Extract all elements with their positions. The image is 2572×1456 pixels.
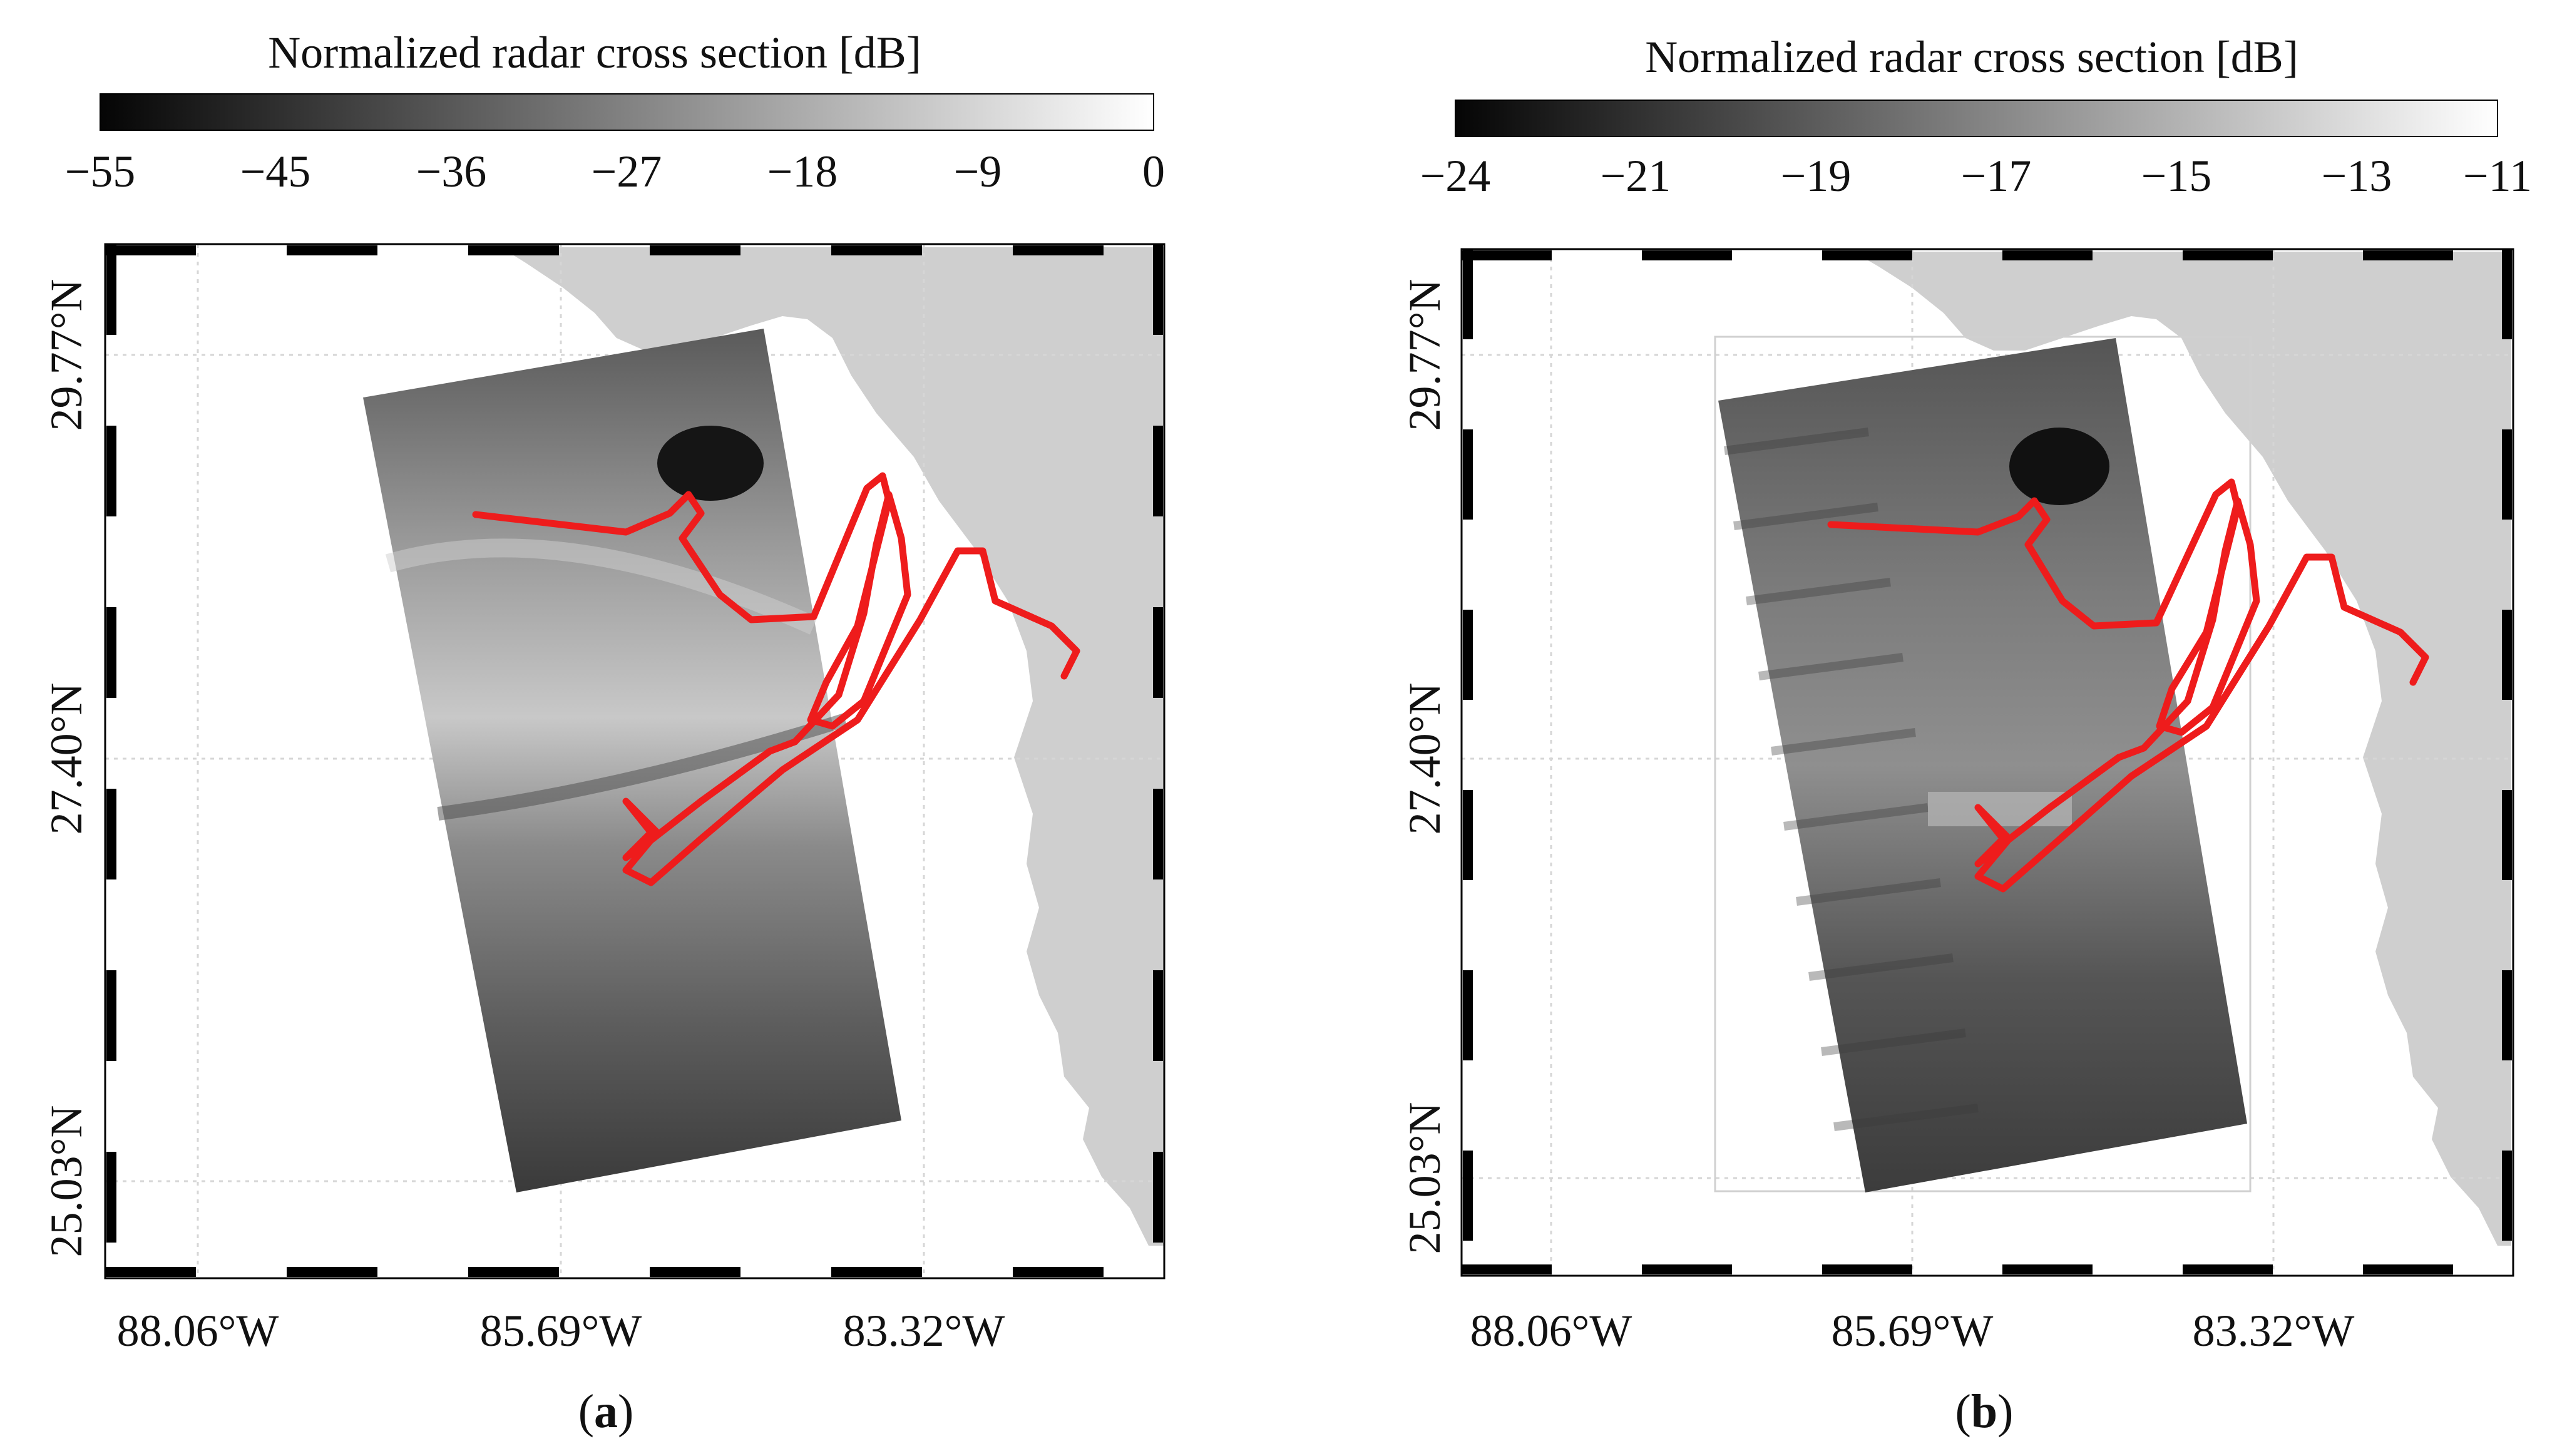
lat-label: 27.40°N (41, 683, 91, 835)
lat-label: 25.03°N (1400, 1102, 1450, 1254)
colorbar-tick: −27 (592, 146, 662, 197)
lon-label: 85.69°W (480, 1306, 642, 1356)
swath-outline (1714, 336, 2252, 1192)
map-frame (104, 243, 1166, 1279)
map-frame (1460, 248, 2514, 1277)
map-b: 29.77°N 27.40°N 25.03°N 88.06°W 85.69°W … (1400, 248, 2514, 1356)
lon-label: 83.32°W (843, 1306, 1005, 1356)
glider-track (1827, 478, 2429, 893)
colorbar-tick: −55 (65, 146, 136, 197)
colorbar-title: Normalized radar cross section [dB] (268, 28, 921, 78)
lon-label: 83.32°W (2193, 1306, 2355, 1356)
sar-swath (363, 329, 901, 1192)
sar-swath (1718, 338, 2247, 1192)
colorbar-b: Normalized radar cross section [dB] −24 … (1420, 32, 2532, 201)
colorbar-tick: −13 (2322, 151, 2392, 201)
glider-track (472, 472, 1080, 886)
lon-label: 88.06°W (117, 1306, 279, 1356)
colorbar-tick: −18 (767, 146, 838, 197)
colorbar-tick: −15 (2141, 151, 2212, 201)
lon-label: 88.06°W (1470, 1306, 1632, 1356)
panel-caption: (b) (1955, 1385, 2014, 1438)
lat-label: 25.03°N (41, 1105, 91, 1258)
lon-label: 85.69°W (1832, 1306, 1994, 1356)
colorbar-gradient (100, 93, 1154, 131)
dark-patch (2009, 428, 2109, 505)
colorbar-tick: −9 (954, 146, 1002, 197)
colorbar-tick: −45 (240, 146, 311, 197)
lat-label: 29.77°N (41, 279, 91, 431)
panel-b: Normalized radar cross section [dB] −24 … (1400, 32, 2532, 1438)
colorbar-tick: −36 (416, 146, 487, 197)
colorbar-tick: −21 (1601, 151, 1671, 201)
lat-label: 27.40°N (1400, 683, 1450, 835)
dark-patch (657, 426, 764, 501)
colorbar-tick: −17 (1961, 151, 2032, 201)
colorbar-tick: −24 (1420, 151, 1491, 201)
panel-caption: (a) (578, 1385, 634, 1438)
land-mass (501, 247, 1164, 1246)
colorbar-tick: −19 (1781, 151, 1852, 201)
panel-a: Normalized radar cross section [dB] −55 … (41, 28, 1166, 1438)
land-mass (1853, 252, 2511, 1246)
colorbar-title: Normalized radar cross section [dB] (1645, 32, 2298, 82)
map-a: 29.77°N 27.40°N 25.03°N 88.06°W 85.69°W … (41, 243, 1166, 1356)
colorbar-tick: 0 (1142, 146, 1165, 197)
lat-label: 29.77°N (1400, 279, 1450, 431)
colorbar-a: Normalized radar cross section [dB] −55 … (65, 28, 1165, 197)
colorbar-tick: −11 (2463, 151, 2532, 201)
colorbar-gradient (1455, 100, 2498, 137)
